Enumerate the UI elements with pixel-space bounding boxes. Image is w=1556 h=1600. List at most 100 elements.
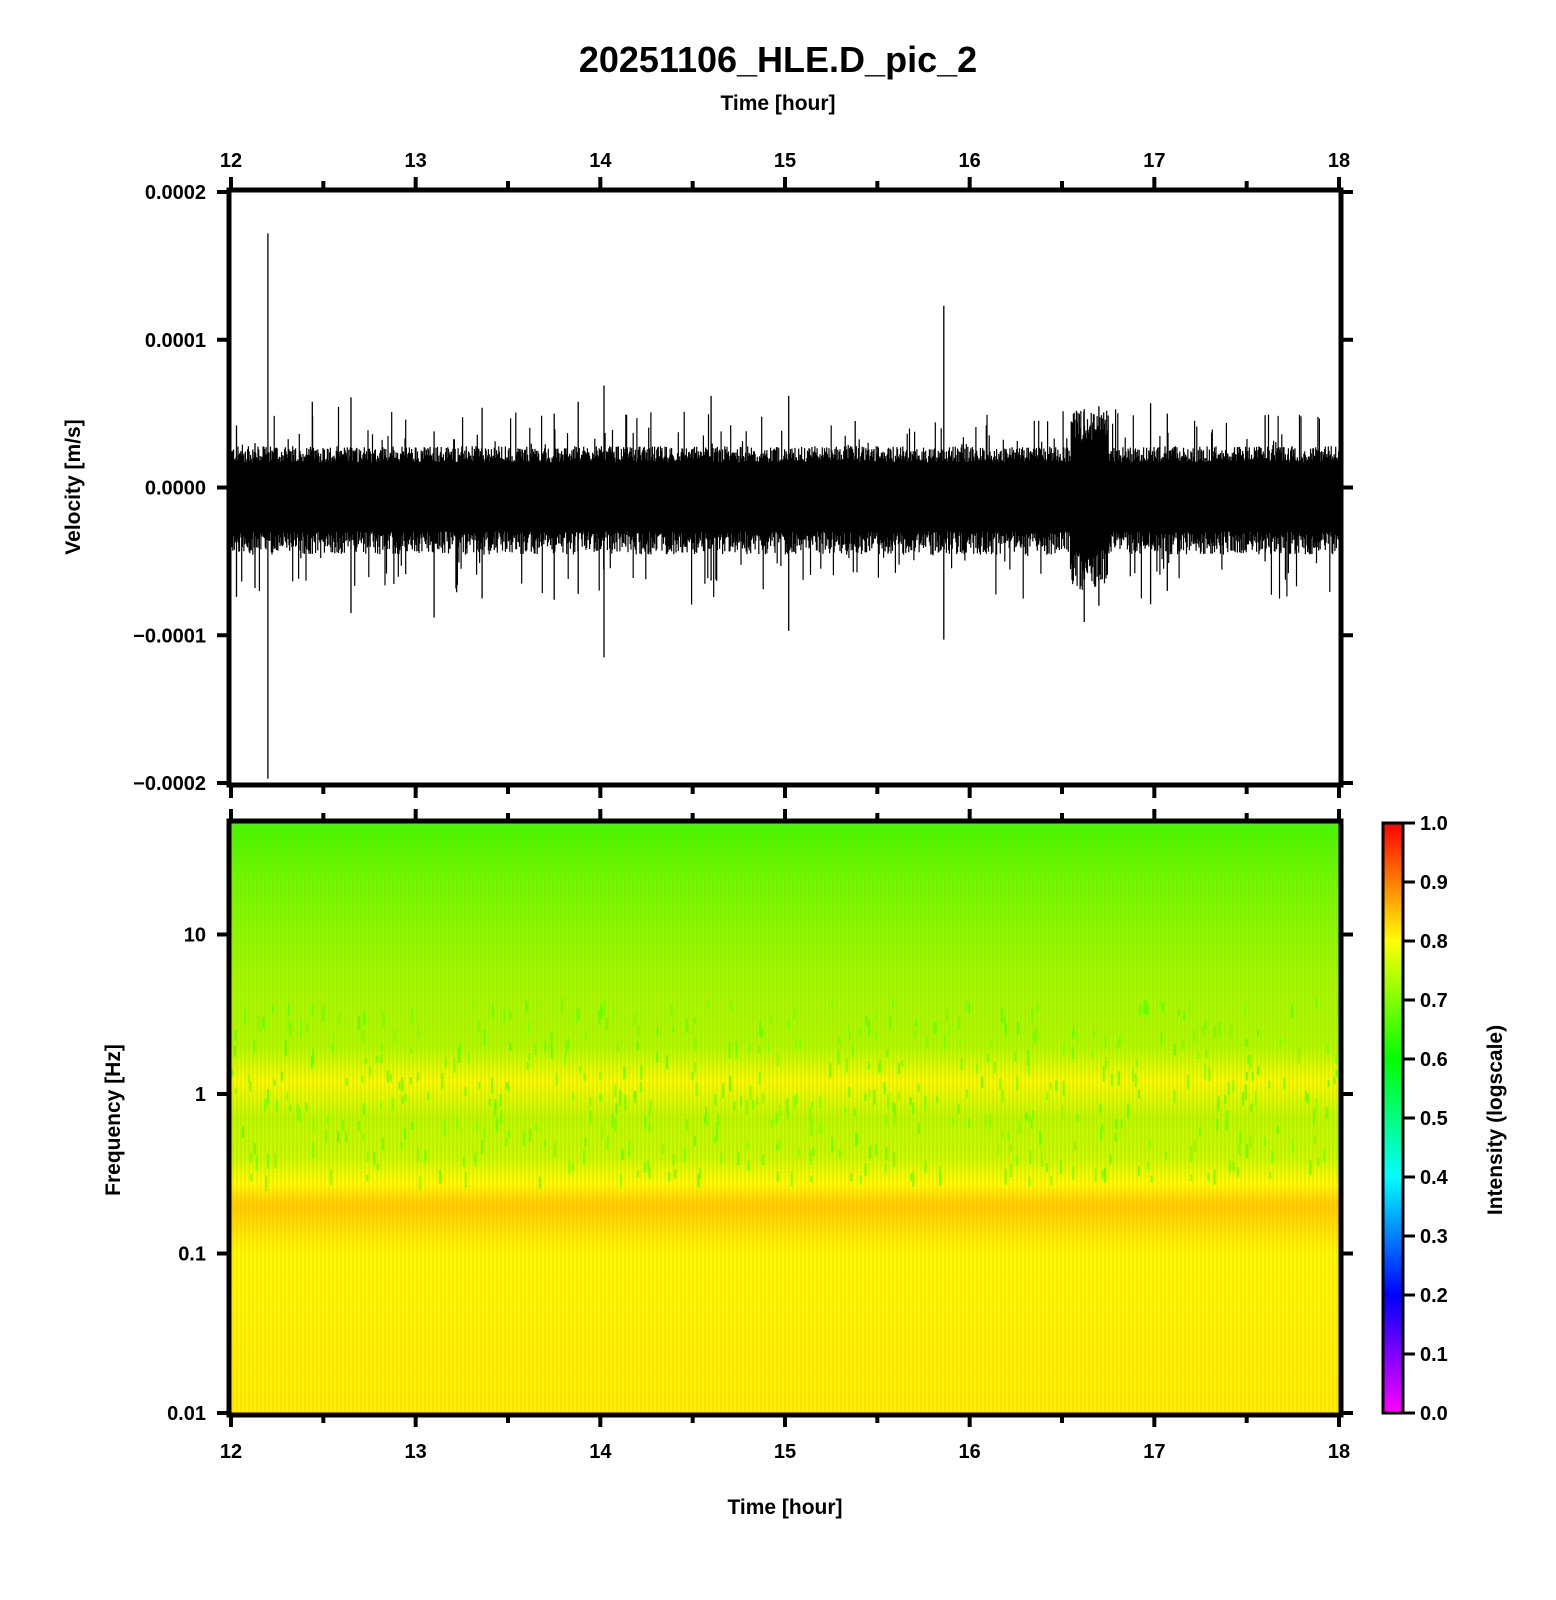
spectrogram-speckle	[703, 1115, 706, 1124]
spectrogram-speckle	[1249, 1054, 1252, 1069]
spectrogram-speckle	[831, 1137, 834, 1153]
spectrogram-speckle	[762, 1154, 765, 1166]
spectrogram-speckle	[1118, 1036, 1121, 1045]
y-tick-label: 1	[195, 1084, 206, 1106]
spectrogram-speckle	[1228, 1160, 1231, 1173]
spectrogram-speckle	[1251, 1071, 1254, 1081]
spectrogram-speckle	[672, 1154, 675, 1166]
spectrogram-speckle	[1000, 1007, 1003, 1023]
spectrogram-speckle	[892, 1152, 895, 1167]
spectrogram-speckle	[503, 1008, 506, 1022]
spectrogram-speckle	[1190, 1146, 1193, 1163]
spectrogram-speckle	[416, 1072, 419, 1082]
spectrogram-speckle	[1120, 1118, 1123, 1129]
spectrogram-speckle	[561, 998, 564, 1013]
spectrogram-speckle	[1017, 1021, 1019, 1035]
spectrogram-speckle	[1254, 1090, 1257, 1107]
spectrogram-speckle	[1034, 1027, 1037, 1044]
spectrogram-speckle	[1071, 1046, 1074, 1060]
spectrogram-speckle	[1218, 1022, 1221, 1037]
spectrogram-speckle	[1026, 1049, 1029, 1066]
x-tick-label: 17	[1143, 1441, 1165, 1463]
spectrogram-speckle	[1173, 1089, 1176, 1103]
colorbar: 1.0 0.9 0.8 0.7 0.6 0.5 0.4 0.3 0.2 0.1 0.0 Intens…	[1381, 813, 1507, 1425]
spectrogram-speckle	[600, 1004, 603, 1020]
spectrogram-speckle	[705, 1106, 708, 1118]
spectrogram-speckle	[265, 1098, 268, 1107]
spectrogram-speckle	[233, 1046, 236, 1057]
spectrogram-speckle	[1306, 1093, 1309, 1104]
spectrogram-speckle	[795, 1093, 798, 1104]
spectrogram-speckle	[683, 1147, 686, 1163]
spectrogram-speckle	[1015, 1155, 1018, 1166]
spectrogram-speckle	[648, 1166, 651, 1179]
spectrogram-speckle	[1257, 1066, 1260, 1075]
spectrogram-speckle	[1014, 1052, 1017, 1062]
spectrogram-speckle	[1202, 1025, 1205, 1034]
x-tick-label: 14	[589, 1441, 612, 1463]
spectrogram-speckle	[289, 1022, 292, 1037]
spectrogram-speckle	[456, 1118, 459, 1130]
spectrogram-speckle	[756, 1097, 759, 1105]
spectrogram-speckle	[1109, 1153, 1112, 1164]
spectrogram-speckle	[850, 1173, 853, 1182]
spectrogram-speckle	[775, 1113, 778, 1124]
spectrogram-speckle	[544, 1041, 547, 1053]
spectrogram-speckle	[686, 1018, 689, 1033]
colorbar-tick-label: 0.0	[1420, 1403, 1448, 1425]
spectrogram-speckle	[966, 1089, 968, 1098]
spectrogram-speckle	[1207, 1173, 1210, 1181]
spectrogram-speckle	[357, 1121, 360, 1131]
spectrogram-speckle	[458, 1047, 461, 1063]
spectrogram-speckle	[751, 1100, 754, 1110]
spectrogram-speckle	[247, 1074, 250, 1083]
spectrogram-speckle	[287, 1020, 290, 1028]
spectrogram-speckle	[768, 1043, 771, 1053]
spectrogram-speckle	[1160, 1032, 1163, 1044]
spectrogram-speckle	[864, 1163, 867, 1176]
bottom-x-axis-label: Time [hour]	[727, 1496, 842, 1519]
spectrogram-speckle	[364, 1058, 367, 1065]
spectrogram-speckle	[892, 1102, 895, 1113]
spectrogram-speckle	[867, 1061, 870, 1070]
spectrogram-speckle	[505, 1137, 508, 1146]
spectrogram-speckle	[376, 1163, 379, 1171]
spectrogram-speckle	[375, 1055, 378, 1063]
spectrogram-speckle	[474, 1150, 477, 1167]
spectrogram-speckle	[1204, 1020, 1207, 1031]
spectrogram-speckle	[912, 1171, 915, 1187]
spectrogram-speckle	[1198, 1127, 1201, 1136]
spectrogram-speckle	[809, 1150, 812, 1165]
spectrogram-speckle	[778, 1105, 781, 1117]
spectrogram-speckle	[943, 1034, 946, 1049]
spectrogram-speckle	[234, 1030, 237, 1040]
spectrogram-speckle	[1074, 1141, 1077, 1151]
spectrogram-speckle	[853, 1108, 856, 1117]
spectrogram-speckle	[749, 1085, 752, 1100]
spectrogram-speckle	[1263, 1136, 1266, 1146]
spectrogram-speckle	[404, 1128, 407, 1140]
spectrogram-speckle	[527, 1019, 530, 1034]
spectrogram-speckle	[1245, 1038, 1248, 1048]
spectrogram-speckle	[272, 1005, 275, 1014]
spectrogram-speckle	[250, 1174, 253, 1182]
x-tick-label: 16	[959, 150, 981, 172]
spectrogram-speckle	[1245, 1072, 1248, 1081]
spectrogram-speckle	[1127, 1104, 1129, 1119]
spectrogram-speckle	[1193, 1140, 1196, 1152]
colorbar-tick-label: 0.3	[1420, 1226, 1448, 1248]
spectrogram-speckle	[933, 1022, 936, 1035]
spectrogram-speckle	[410, 1046, 412, 1054]
spectrogram-speckle	[619, 1174, 622, 1188]
spectrogram-speckle	[1188, 999, 1191, 1012]
spectrogram-speckle	[472, 999, 475, 1007]
x-tick-label: 15	[774, 1441, 796, 1463]
spectrogram-speckle	[694, 1062, 697, 1073]
spectrogram-speckle	[494, 1099, 497, 1109]
spectrogram-speckle	[746, 1142, 749, 1150]
spectrogram-speckle	[361, 1075, 364, 1083]
spectrogram-speckle	[614, 1084, 617, 1098]
spectrogram-speckle	[617, 1042, 620, 1052]
spectrogram-speckle	[362, 1134, 365, 1141]
spectrogram-speckle	[300, 1019, 302, 1035]
